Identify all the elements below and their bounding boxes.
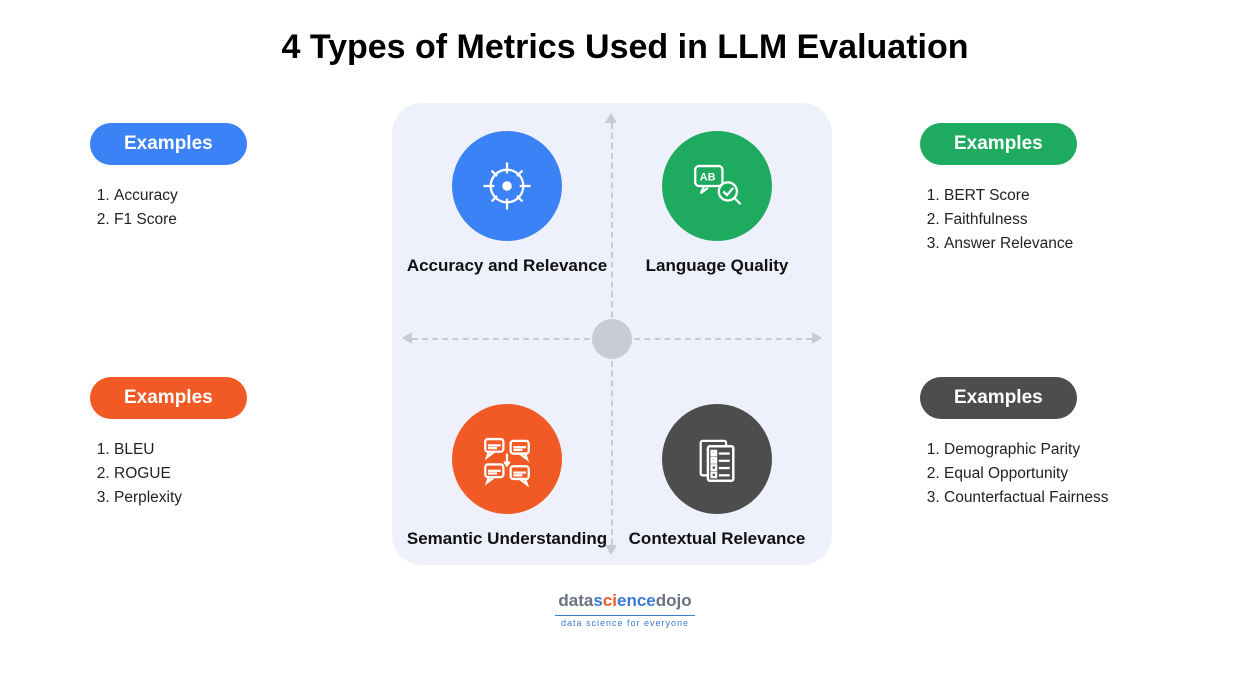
- examples-pill: Examples: [920, 123, 1077, 165]
- examples-pill: Examples: [90, 377, 247, 419]
- arrow-up-icon: [605, 113, 617, 123]
- list-item: Perplexity: [114, 489, 350, 507]
- arrow-left-icon: [402, 332, 412, 344]
- examples-list: Accuracy F1 Score: [90, 187, 350, 229]
- arrow-right-icon: [812, 332, 822, 344]
- logo-tagline: data science for everyone: [555, 615, 695, 628]
- examples-list: BERT Score Faithfulness Answer Relevance: [920, 187, 1180, 253]
- diagram-stage: Accuracy and Relevance AB Language Quali…: [0, 67, 1250, 637]
- ab-check-icon: AB: [662, 131, 772, 241]
- center-panel: Accuracy and Relevance AB Language Quali…: [392, 103, 832, 565]
- list-item: Equal Opportunity: [944, 465, 1180, 483]
- center-dot: [592, 319, 632, 359]
- examples-list: Demographic Parity Equal Opportunity Cou…: [920, 441, 1180, 507]
- document-icon: [662, 404, 772, 514]
- chat-flow-icon: [452, 404, 562, 514]
- quadrant-semantic: Semantic Understanding: [402, 404, 612, 549]
- examples-pill: Examples: [920, 377, 1077, 419]
- brand-logo: datasciencedojo data science for everyon…: [555, 591, 695, 631]
- svg-text:AB: AB: [700, 172, 716, 184]
- list-item: Demographic Parity: [944, 441, 1180, 459]
- examples-list: BLEU ROGUE Perplexity: [90, 441, 350, 507]
- list-item: Answer Relevance: [944, 235, 1180, 253]
- logo-part: ence: [617, 591, 656, 610]
- logo-part: s: [593, 591, 602, 610]
- quadrant-label: Language Quality: [612, 255, 822, 276]
- list-item: Counterfactual Fairness: [944, 489, 1180, 507]
- examples-contextual: Examples Demographic Parity Equal Opport…: [920, 377, 1180, 513]
- quadrant-label: Accuracy and Relevance: [402, 255, 612, 276]
- quadrant-label: Contextual Relevance: [612, 528, 822, 549]
- quadrant-contextual: Contextual Relevance: [612, 404, 822, 549]
- examples-pill: Examples: [90, 123, 247, 165]
- crosshair-icon: [452, 131, 562, 241]
- examples-semantic: Examples BLEU ROGUE Perplexity: [90, 377, 350, 513]
- list-item: ROGUE: [114, 465, 350, 483]
- list-item: BLEU: [114, 441, 350, 459]
- list-item: Faithfulness: [944, 211, 1180, 229]
- examples-language: Examples BERT Score Faithfulness Answer …: [920, 123, 1180, 259]
- logo-part: dojo: [656, 591, 692, 610]
- quadrant-language: AB Language Quality: [612, 131, 822, 276]
- logo-part: data: [558, 591, 593, 610]
- logo-part: ci: [603, 591, 617, 610]
- page-title: 4 Types of Metrics Used in LLM Evaluatio…: [0, 28, 1250, 67]
- list-item: F1 Score: [114, 211, 350, 229]
- list-item: BERT Score: [944, 187, 1180, 205]
- quadrant-label: Semantic Understanding: [402, 528, 612, 549]
- quadrant-accuracy: Accuracy and Relevance: [402, 131, 612, 276]
- examples-accuracy: Examples Accuracy F1 Score: [90, 123, 350, 235]
- list-item: Accuracy: [114, 187, 350, 205]
